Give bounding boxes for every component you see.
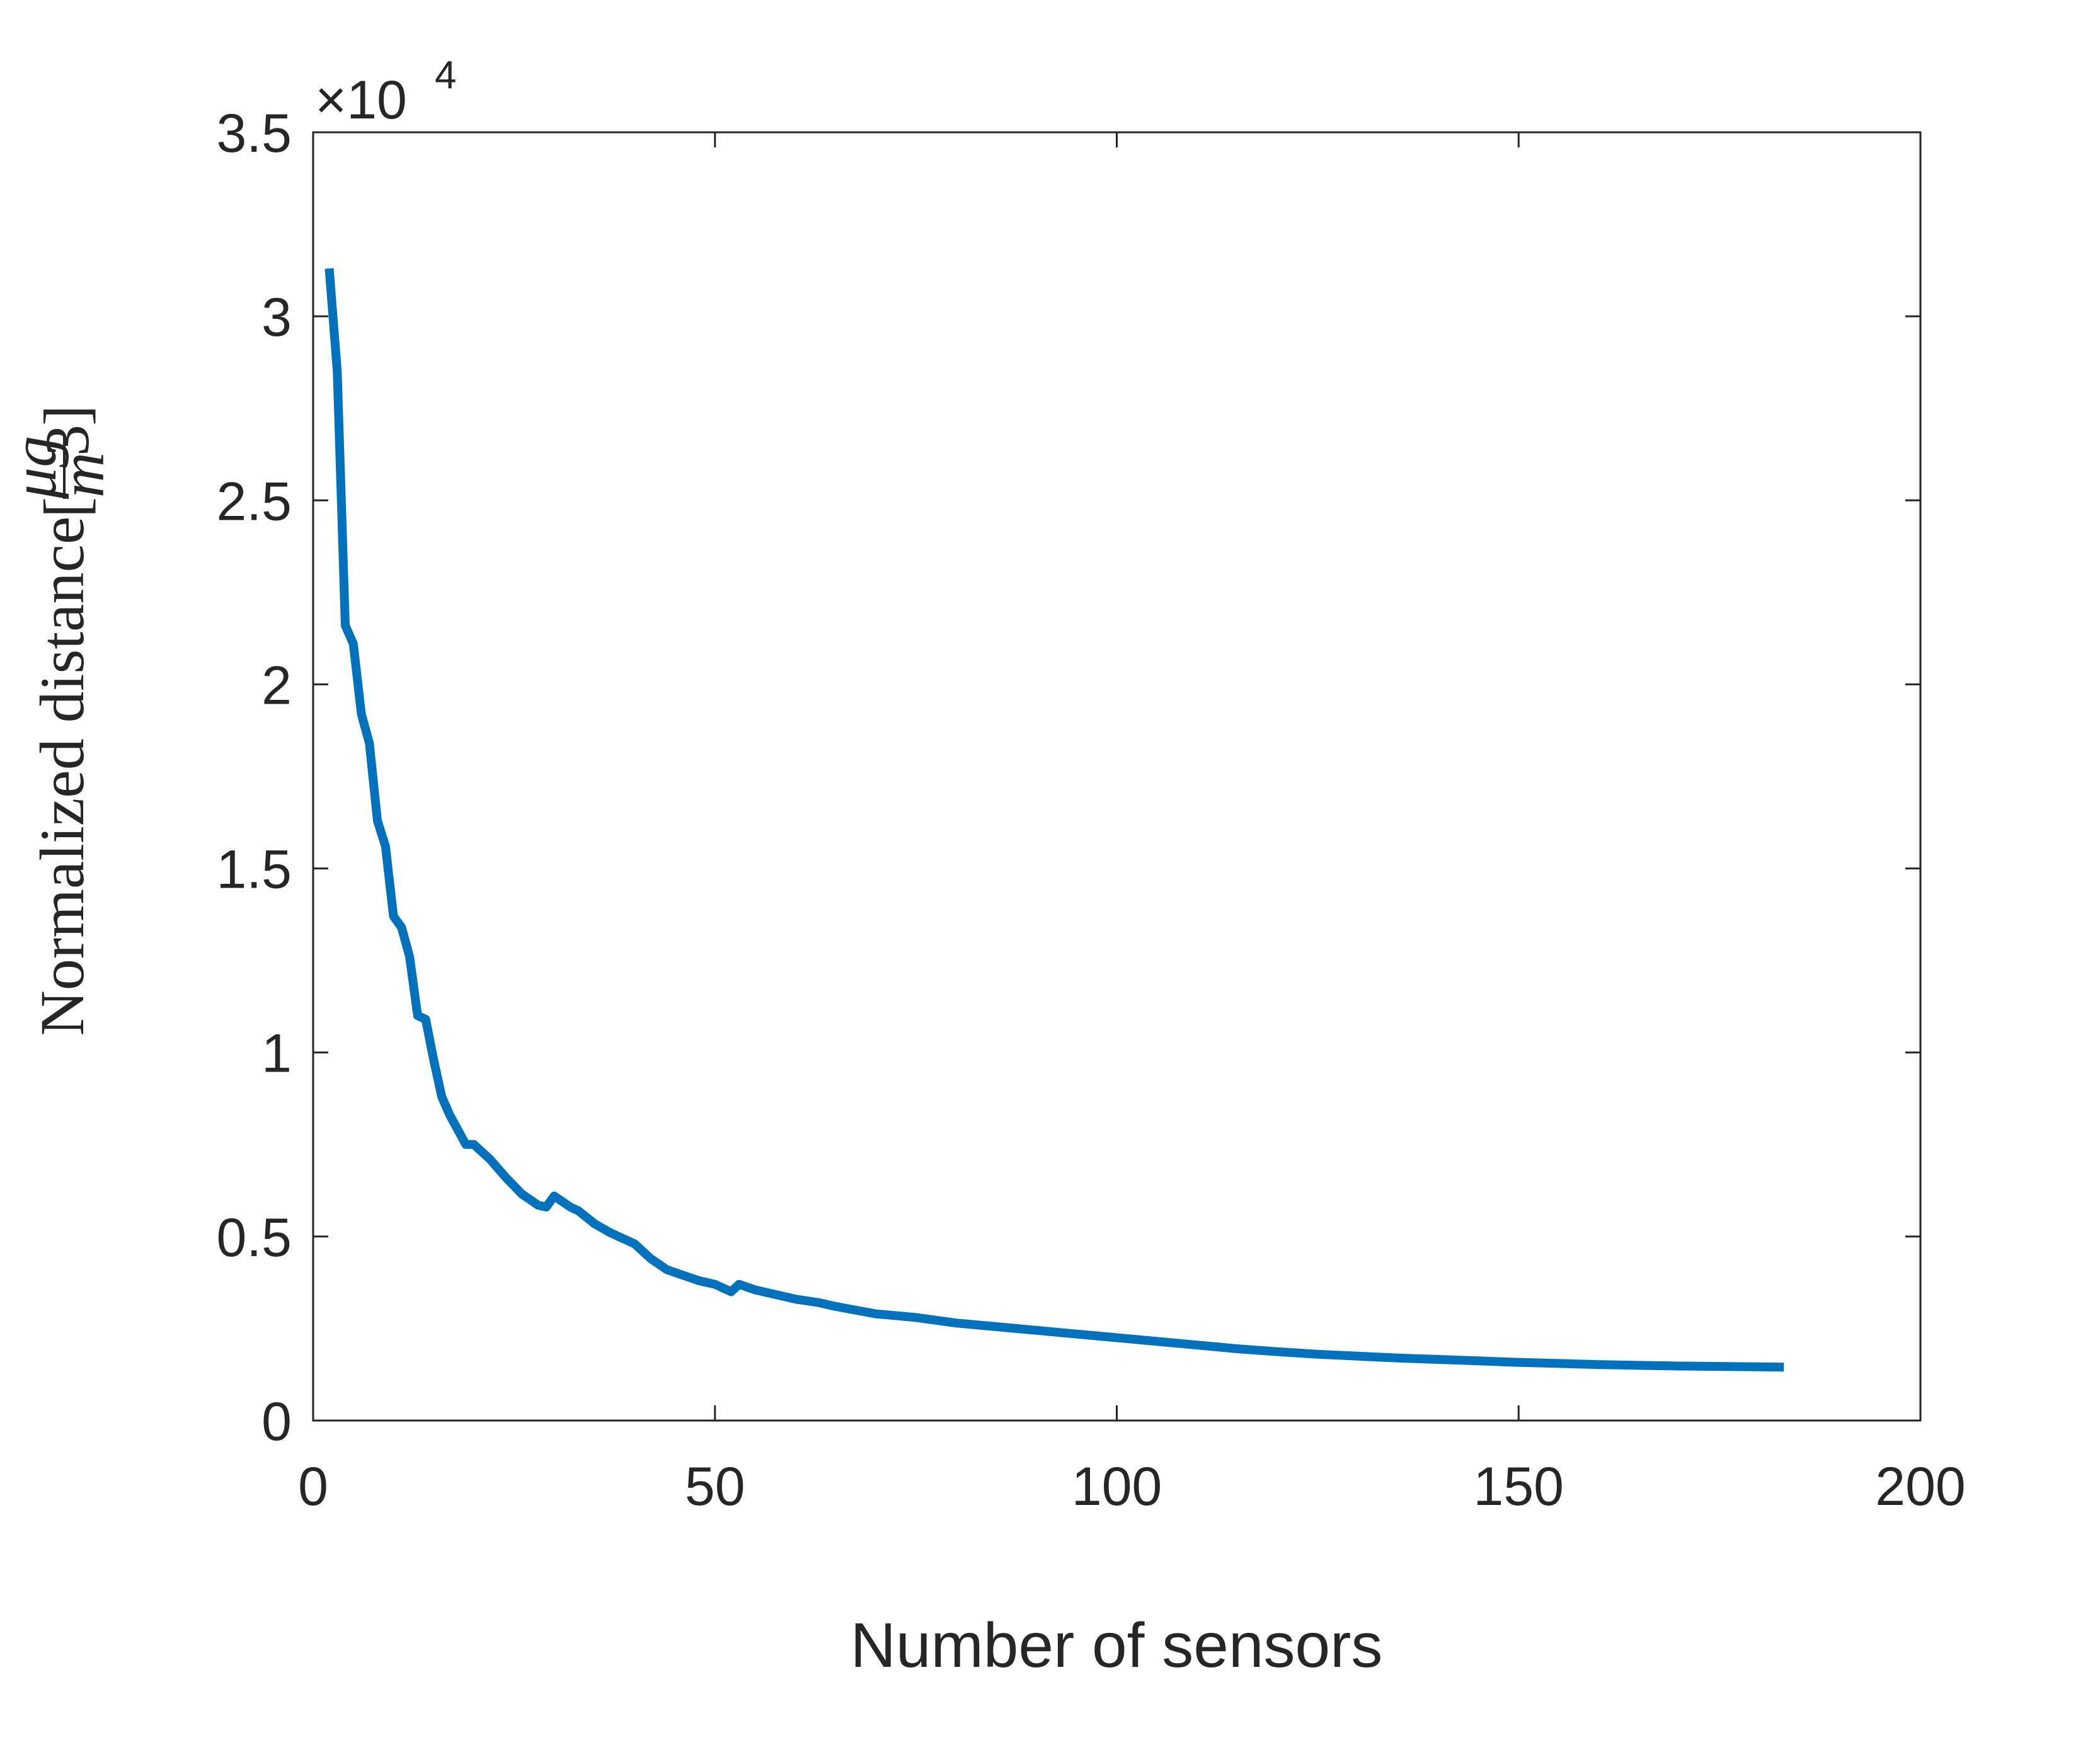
unit-numerator: μg <box>0 436 69 500</box>
y-axis-unit: [ μg m 3 ] <box>0 405 117 518</box>
unit-left-bracket: [ <box>31 497 101 518</box>
plot-area-frame <box>312 131 1922 1422</box>
y-tick-label: 2 <box>261 655 292 716</box>
y-exponent-label: ×10 4 <box>315 54 456 130</box>
y-tick-label: 0.5 <box>216 1208 292 1268</box>
unit-denominator-exp: 3 <box>32 425 102 456</box>
x-tick-label: 50 <box>685 1456 745 1517</box>
unit-denominator-base: m <box>47 452 117 498</box>
y-tick-label: 2.5 <box>216 471 292 532</box>
series-layer <box>324 268 1784 1372</box>
x-tick-label: 150 <box>1474 1456 1564 1517</box>
unit-right-bracket: ] <box>31 405 101 426</box>
y-tick-label: 1.5 <box>216 840 292 900</box>
y-tick-label: 1 <box>261 1024 292 1084</box>
axis-ticks <box>312 131 1922 1422</box>
y-axis-label-text: Normalized distance <box>27 517 97 1036</box>
x-axis-label: Number of sensors <box>851 1610 1383 1681</box>
series-line <box>324 268 1784 1372</box>
x-tick-label: 100 <box>1072 1456 1162 1517</box>
y-exponent-power: 4 <box>435 54 456 97</box>
y-exponent-base: ×10 <box>315 70 407 130</box>
x-tick-label: 200 <box>1875 1456 1966 1517</box>
y-tick-label: 3 <box>261 287 292 348</box>
y-tick-label: 0 <box>261 1392 292 1452</box>
y-axis-label: Normalized distance [ μg m 3 ] <box>0 405 117 1036</box>
y-tick-label: 3.5 <box>216 103 292 164</box>
tick-labels: 0 50 100 150 200 0 0.5 1 1.5 2 2.5 3 3.5 <box>216 103 1965 1517</box>
x-tick-label: 0 <box>298 1456 328 1517</box>
